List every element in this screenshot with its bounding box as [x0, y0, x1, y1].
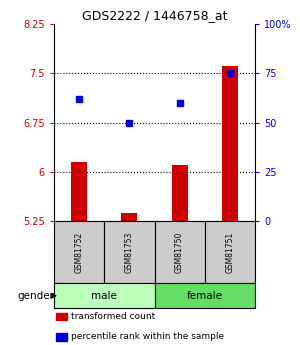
Text: male: male [91, 291, 117, 301]
Bar [54, 283, 154, 308]
Bar [71, 162, 87, 221]
Bar [104, 221, 154, 283]
Bar [121, 213, 137, 221]
Text: GSM81752: GSM81752 [75, 231, 84, 273]
Bar [56, 333, 67, 341]
Bar [154, 283, 255, 308]
Text: GSM81750: GSM81750 [175, 231, 184, 273]
Bar [205, 221, 255, 283]
Bar [222, 66, 238, 221]
Bar [154, 221, 205, 283]
Bar [172, 165, 188, 221]
Bar [54, 221, 104, 283]
Text: percentile rank within the sample: percentile rank within the sample [71, 333, 224, 342]
Text: transformed count: transformed count [71, 312, 155, 321]
Title: GDS2222 / 1446758_at: GDS2222 / 1446758_at [82, 9, 227, 22]
Text: GSM81753: GSM81753 [125, 231, 134, 273]
Text: GSM81751: GSM81751 [225, 231, 234, 273]
Bar [56, 313, 67, 320]
Text: female: female [187, 291, 223, 301]
Text: gender: gender [17, 291, 54, 301]
